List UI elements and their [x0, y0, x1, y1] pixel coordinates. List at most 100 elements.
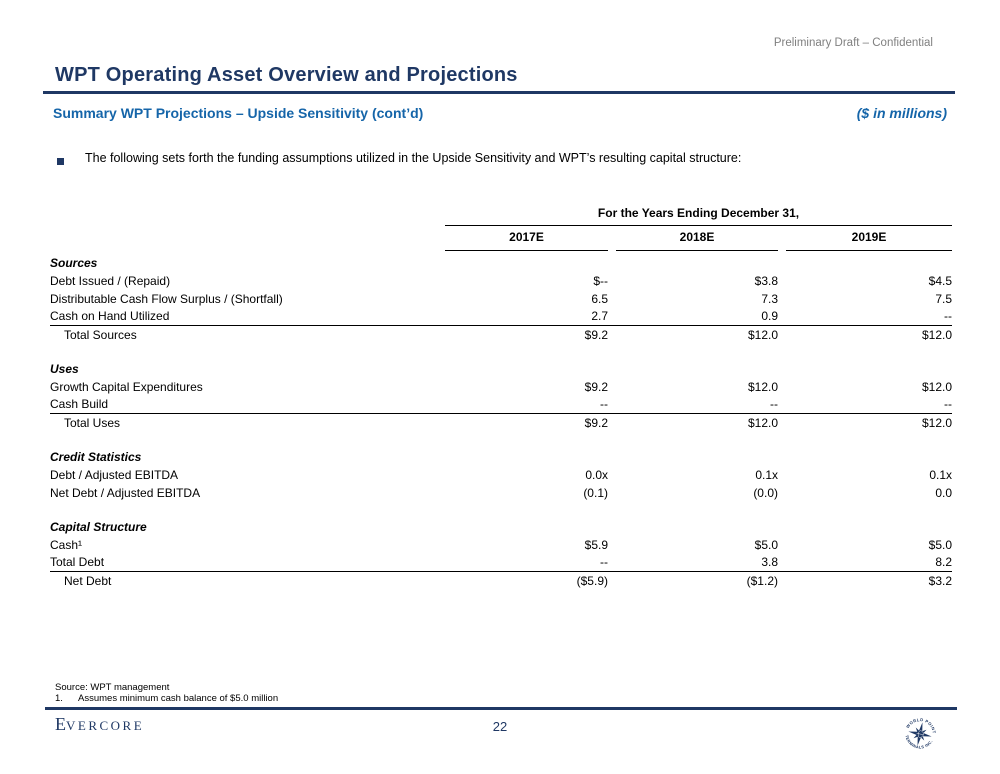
value-2017e: 2.7	[591, 309, 608, 323]
bullet-text: The following sets forth the funding ass…	[85, 151, 742, 165]
row-label: Distributable Cash Flow Surplus / (Short…	[50, 292, 283, 306]
world-point-terminals-compass-logo: WORLD POINT TERMINALS INC.	[902, 715, 939, 752]
section-header-sources: Sources	[50, 254, 952, 272]
table-row: Debt / Adjusted EBITDA 0.0x 0.1x 0.1x	[50, 466, 952, 484]
footer-divider	[45, 707, 957, 710]
value-2019e: $12.0	[921, 328, 952, 342]
value-2019e: $12.0	[921, 416, 952, 430]
column-header-label: 2017E	[445, 226, 608, 251]
footnote-number: 1.	[55, 693, 63, 704]
footnote-1: 1. Assumes minimum cash balance of $5.0 …	[55, 693, 278, 704]
page-number: 22	[492, 719, 508, 734]
row-label: Total Sources	[64, 328, 137, 342]
section-title: Sources	[50, 256, 98, 270]
value-2017e: $9.2	[584, 328, 608, 342]
row-label: Debt Issued / (Repaid)	[50, 274, 171, 288]
column-header-label: 2019E	[786, 226, 952, 251]
table-row: Cash on Hand Utilized 2.7 0.9 --	[50, 308, 952, 326]
section-subtitle: Summary WPT Projections – Upside Sensiti…	[53, 105, 424, 121]
value-2018e: 0.1x	[755, 468, 778, 482]
value-2018e: --	[770, 397, 778, 411]
value-2019e: 0.0	[935, 486, 952, 500]
table-period-header: For the Years Ending December 31,	[445, 203, 952, 226]
row-label: Growth Capital Expenditures	[50, 380, 203, 394]
value-2018e: ($1.2)	[746, 574, 778, 588]
value-2019e: --	[944, 309, 952, 323]
table-row: Cash Build -- -- --	[50, 396, 952, 414]
value-2017e: ($5.9)	[576, 574, 608, 588]
row-label: Cash on Hand Utilized	[50, 309, 170, 323]
value-2017e: --	[600, 555, 608, 569]
brand-initial: E	[55, 714, 66, 734]
bullet-square-icon	[57, 158, 64, 165]
table-row: Net Debt / Adjusted EBITDA (0.1) (0.0) 0…	[50, 484, 952, 502]
section-header-capital-structure: Capital Structure	[50, 518, 952, 536]
row-label: Debt / Adjusted EBITDA	[50, 468, 179, 482]
table-row-total: Net Debt ($5.9) ($1.2) $3.2	[50, 572, 952, 590]
title-divider	[43, 91, 955, 94]
section-spacer	[50, 502, 952, 518]
value-2017e: 0.0x	[585, 468, 608, 482]
table-column-headers: 2017E 2018E 2019E	[50, 226, 952, 251]
row-label: Cash Build	[50, 397, 109, 411]
footnote-source: Source: WPT management	[55, 682, 170, 693]
value-2019e: $12.0	[921, 380, 952, 394]
table-row: Cash¹ $5.9 $5.0 $5.0	[50, 536, 952, 554]
section-spacer	[50, 432, 952, 448]
column-header-2019e: 2019E	[778, 226, 952, 251]
value-2018e: 0.9	[761, 309, 778, 323]
table-row-total: Total Uses $9.2 $12.0 $12.0	[50, 414, 952, 432]
column-header-2017e: 2017E	[445, 226, 608, 251]
table-row: Growth Capital Expenditures $9.2 $12.0 $…	[50, 378, 952, 396]
classification-label: Preliminary Draft – Confidential	[773, 37, 933, 49]
value-2018e: $12.0	[747, 380, 778, 394]
value-2018e: $5.0	[754, 538, 778, 552]
value-2017e: (0.1)	[583, 486, 608, 500]
column-header-spacer	[50, 226, 445, 251]
value-2019e: 8.2	[935, 555, 952, 569]
value-2019e: --	[944, 397, 952, 411]
table-row: Debt Issued / (Repaid) $-- $3.8 $4.5	[50, 272, 952, 290]
value-2017e: $--	[593, 274, 608, 288]
value-2017e: --	[600, 397, 608, 411]
value-2017e: 6.5	[591, 292, 608, 306]
value-2019e: $5.0	[928, 538, 952, 552]
row-label: Net Debt / Adjusted EBITDA	[50, 486, 201, 500]
value-2018e: 3.8	[761, 555, 778, 569]
value-2017e: $9.2	[584, 380, 608, 394]
value-2019e: 0.1x	[929, 468, 952, 482]
value-2019e: $4.5	[928, 274, 952, 288]
brand-rest: VERCORE	[66, 718, 145, 733]
table-row-total: Total Sources $9.2 $12.0 $12.0	[50, 326, 952, 344]
section-title: Capital Structure	[50, 520, 147, 534]
value-2019e: 7.5	[935, 292, 952, 306]
row-label: Total Debt	[50, 555, 105, 569]
table-row: Distributable Cash Flow Surplus / (Short…	[50, 290, 952, 308]
value-2017e: $5.9	[584, 538, 608, 552]
page-title: WPT Operating Asset Overview and Project…	[55, 64, 518, 86]
section-title: Uses	[50, 362, 79, 376]
table-body: Sources Debt Issued / (Repaid) $-- $3.8 …	[50, 254, 952, 590]
value-2018e: $3.8	[754, 274, 778, 288]
section-header-credit-statistics: Credit Statistics	[50, 448, 952, 466]
value-2018e: (0.0)	[753, 486, 778, 500]
footnote-text: Assumes minimum cash balance of $5.0 mil…	[78, 693, 279, 704]
value-2018e: $12.0	[747, 328, 778, 342]
column-header-2018e: 2018E	[608, 226, 778, 251]
section-header-uses: Uses	[50, 360, 952, 378]
value-2017e: $9.2	[584, 416, 608, 430]
row-label: Cash¹	[50, 538, 83, 552]
table-row: Total Debt -- 3.8 8.2	[50, 554, 952, 572]
evercore-wordmark: EVERCORE	[55, 714, 144, 735]
units-note: ($ in millions)	[856, 105, 947, 121]
value-2018e: $12.0	[747, 416, 778, 430]
projections-table: For the Years Ending December 31, 2017E …	[50, 203, 952, 590]
section-title: Credit Statistics	[50, 450, 142, 464]
column-header-label: 2018E	[616, 226, 778, 251]
section-spacer	[50, 344, 952, 360]
value-2018e: 7.3	[761, 292, 778, 306]
row-label: Total Uses	[64, 416, 121, 430]
value-2019e: $3.2	[928, 574, 952, 588]
row-label: Net Debt	[64, 574, 112, 588]
